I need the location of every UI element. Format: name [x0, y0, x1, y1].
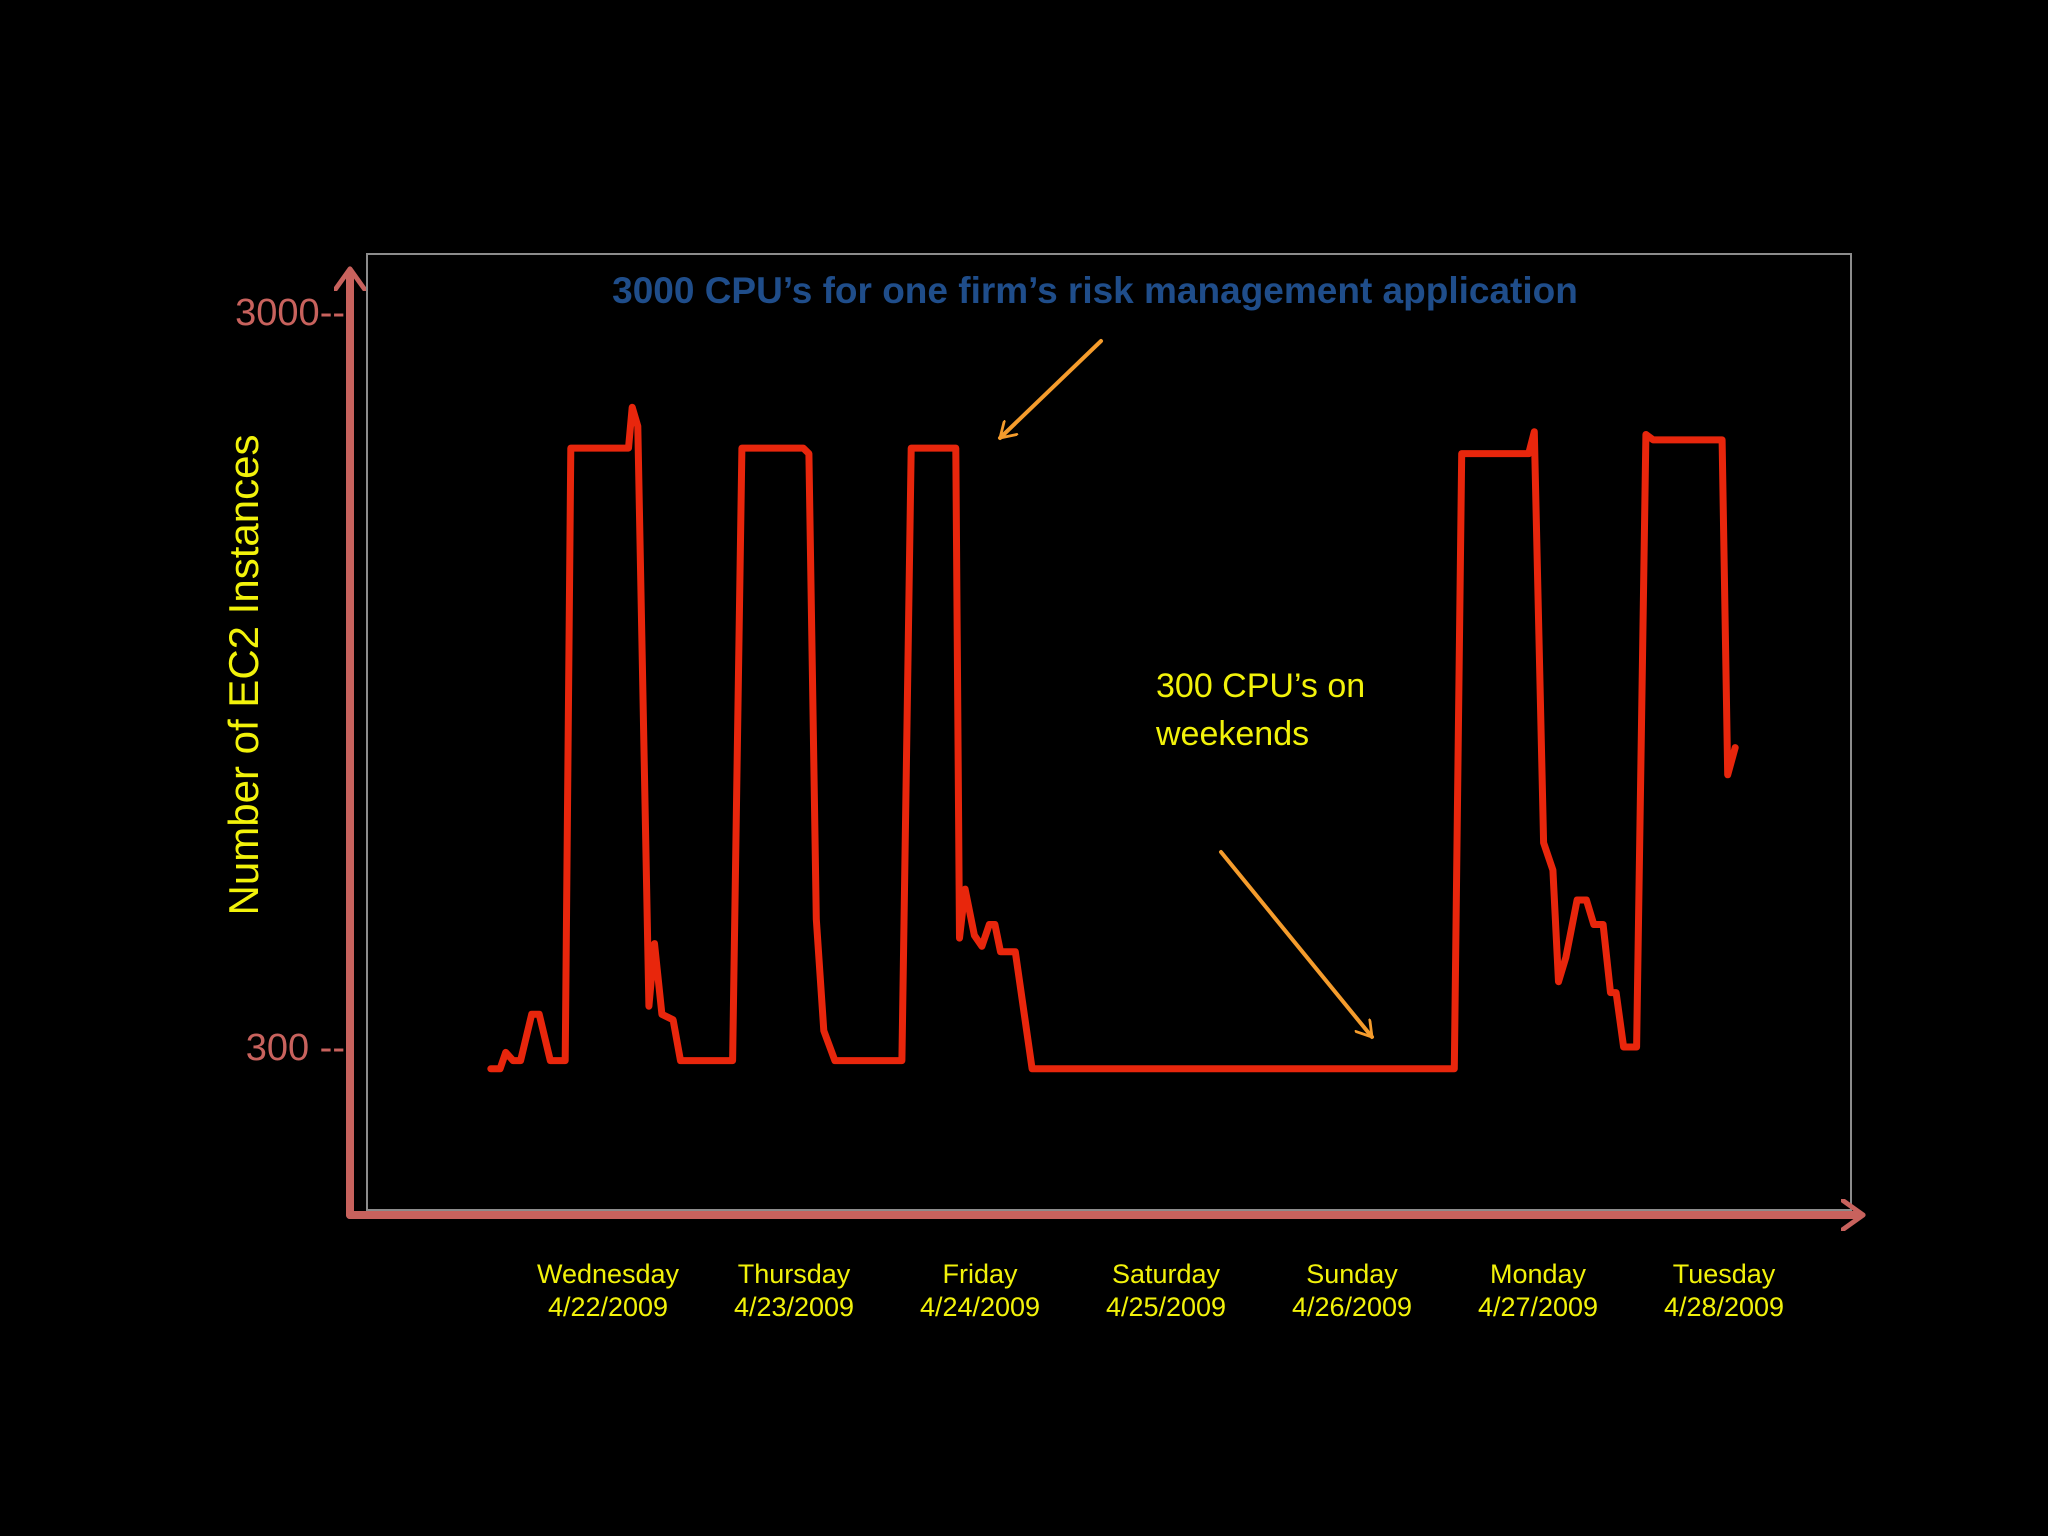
- x-tick-label-date: 4/23/2009: [734, 1292, 854, 1322]
- annotation-weekend-line-1: 300 CPU’s on: [1156, 667, 1365, 705]
- chart-title: 3000 CPU’s for one firm’s risk managemen…: [612, 270, 1578, 311]
- annotation-arrow-weekend: [1219, 850, 1374, 1039]
- x-tick-label-date: 4/25/2009: [1106, 1292, 1226, 1322]
- annotation-weekend-line-2: weekends: [1155, 715, 1309, 753]
- y-tick-labels: 3000-- 300 --: [235, 292, 345, 1069]
- x-tick-label-date: 4/27/2009: [1478, 1292, 1598, 1322]
- plot-frame: [366, 253, 1852, 1211]
- y-tick-label: 3000--: [235, 292, 345, 334]
- x-tick-label-date: 4/26/2009: [1292, 1292, 1412, 1322]
- x-tick-label-date: 4/24/2009: [920, 1292, 1040, 1322]
- x-tick-label-day: Tuesday: [1673, 1259, 1776, 1289]
- y-axis-title: Number of EC2 Instances: [220, 435, 267, 916]
- x-tick-label-day: Friday: [942, 1259, 1018, 1289]
- annotation-arrow-peak: [998, 339, 1103, 440]
- x-tick-label-day: Saturday: [1112, 1259, 1221, 1289]
- x-tick-label-day: Thursday: [738, 1259, 851, 1289]
- y-tick-label: 300 --: [246, 1027, 345, 1069]
- x-tick-label-date: 4/22/2009: [548, 1292, 668, 1322]
- x-tick-label-day: Wednesday: [537, 1259, 680, 1289]
- series-line: [487, 403, 1739, 1073]
- x-tick-label-date: 4/28/2009: [1664, 1292, 1784, 1322]
- x-tick-label-day: Monday: [1490, 1259, 1587, 1289]
- annotation-weekend: 300 CPU’s on weekends: [1155, 667, 1365, 753]
- x-tick-label-day: Sunday: [1306, 1259, 1398, 1289]
